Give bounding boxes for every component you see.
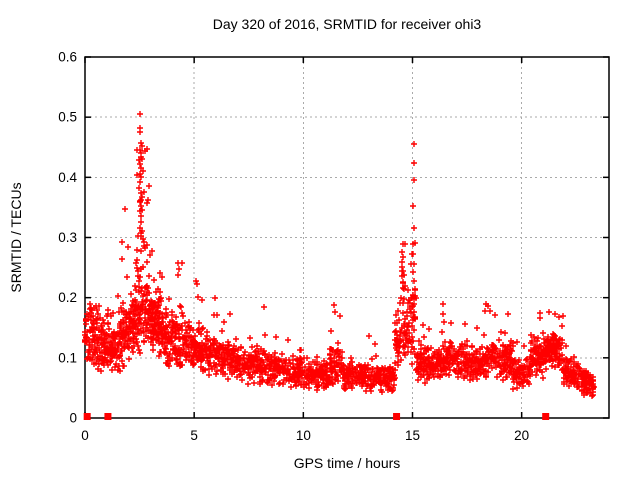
- zero-square-marker: [542, 413, 550, 420]
- zero-square-marker: [83, 413, 91, 420]
- zero-value-square-markers: [83, 413, 550, 420]
- y-tick-label: 0: [69, 411, 77, 426]
- y-tick-label: 0.4: [58, 170, 77, 185]
- y-tick-label: 0.1: [58, 350, 77, 365]
- x-tick-label: 20: [514, 428, 529, 443]
- y-tick-label: 0.6: [58, 50, 77, 65]
- x-tick-label: 10: [296, 428, 311, 443]
- plot-border: [84, 56, 610, 419]
- tick-labels: 0 5 10 15 20 0 0.1 0.2 0.3 0.4 0.5 0.6: [58, 50, 529, 444]
- grid-lines: [85, 57, 609, 418]
- chart-title: Day 320 of 2016, SRMTID for receiver ohi…: [213, 16, 482, 32]
- x-tick-label: 0: [81, 428, 89, 443]
- x-axis-label: GPS time / hours: [294, 455, 401, 471]
- y-tick-label: 0.5: [58, 110, 77, 125]
- data-points-plus-markers: [82, 111, 597, 399]
- zero-square-marker: [393, 413, 401, 420]
- x-tick-label: 5: [190, 428, 198, 443]
- zero-square-marker: [104, 413, 112, 420]
- y-tick-label: 0.3: [58, 230, 77, 245]
- y-tick-label: 0.2: [58, 290, 77, 305]
- y-axis-label: SRMTID / TECUs: [8, 182, 24, 292]
- x-tick-label: 15: [405, 428, 420, 443]
